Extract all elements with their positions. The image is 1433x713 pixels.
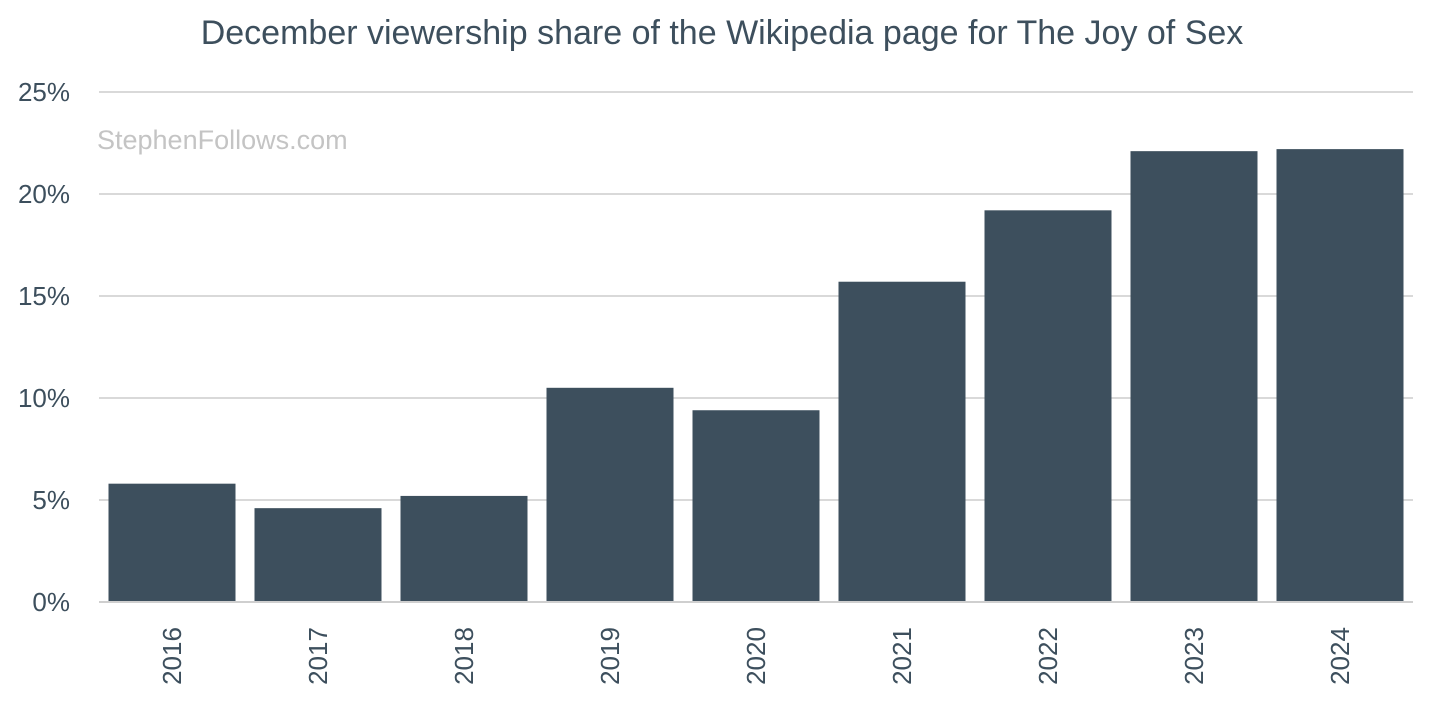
y-tick-label: 20% <box>18 179 70 209</box>
bar-2016 <box>108 483 236 602</box>
bar-2022 <box>984 210 1112 602</box>
watermark: StephenFollows.com <box>97 125 348 155</box>
y-tick-label: 15% <box>18 281 70 311</box>
bar-2018 <box>400 495 528 602</box>
x-tick-label-2019: 2019 <box>595 627 625 685</box>
bar-2017 <box>254 508 382 602</box>
x-tick-label-2018: 2018 <box>449 627 479 685</box>
y-tick-label: 0% <box>32 587 70 617</box>
y-tick-label: 25% <box>18 77 70 107</box>
bars <box>108 149 1404 602</box>
chart-title: December viewership share of the Wikiped… <box>201 14 1244 52</box>
bar-2019 <box>546 387 674 602</box>
x-tick-label-2024: 2024 <box>1325 627 1355 685</box>
x-tick-label-2021: 2021 <box>887 627 917 685</box>
x-tick-label-2017: 2017 <box>303 627 333 685</box>
bar-2020 <box>692 410 820 602</box>
x-tick-label-2020: 2020 <box>741 627 771 685</box>
y-tick-label: 10% <box>18 383 70 413</box>
x-tick-label-2023: 2023 <box>1179 627 1209 685</box>
bar-2021 <box>838 281 966 602</box>
x-tick-label-2022: 2022 <box>1033 627 1063 685</box>
y-axis-tick-labels: 0% 5% 10% 15% 20% 25% <box>18 77 70 617</box>
y-tick-label: 5% <box>32 485 70 515</box>
bar-2023 <box>1130 151 1258 602</box>
x-axis-tick-labels: 2016 2017 2018 2019 2020 2021 2022 2023 2024 <box>157 627 1355 685</box>
bar-2024 <box>1276 149 1404 602</box>
x-tick-label-2016: 2016 <box>157 627 187 685</box>
